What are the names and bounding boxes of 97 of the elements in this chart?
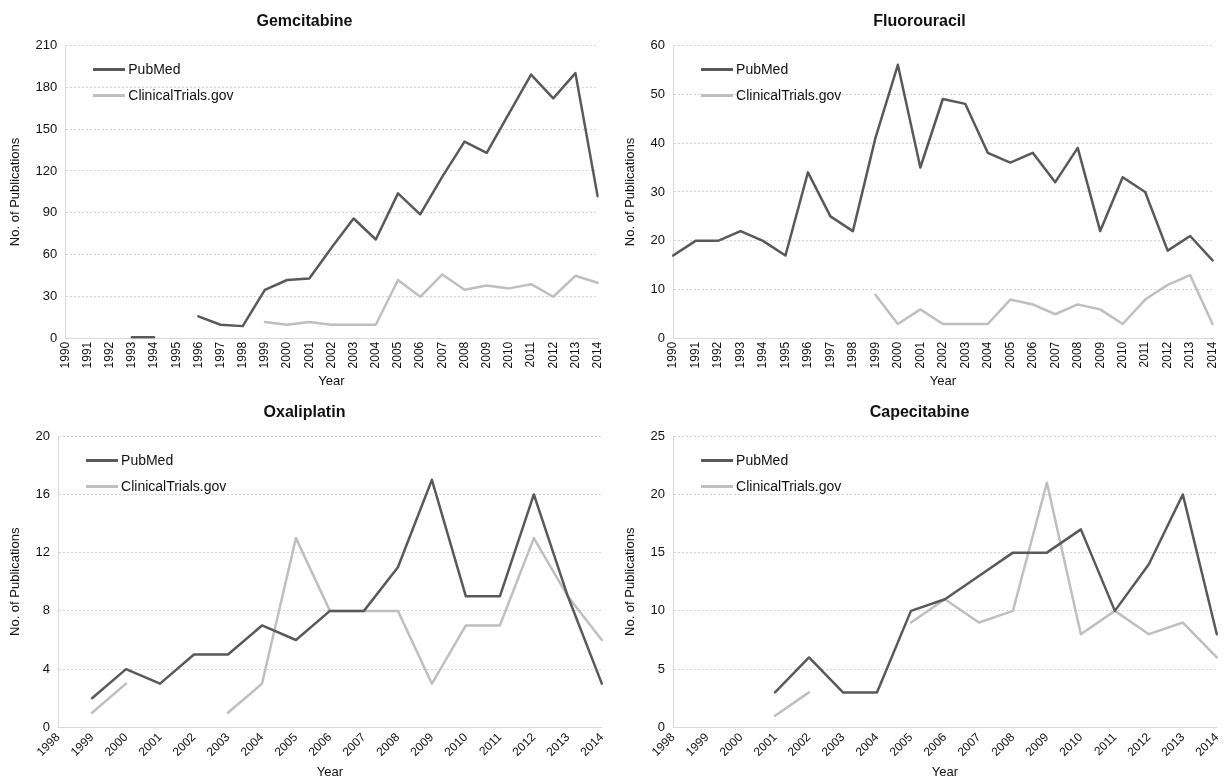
x-tick-label: 1999 <box>867 341 882 369</box>
y-tick-label: 0 <box>657 718 666 734</box>
y-tick-label: 15 <box>650 544 666 560</box>
chart-title: Fluorouracil <box>873 12 966 30</box>
x-tick-label: 2011 <box>1137 341 1152 368</box>
x-tick-label: 1993 <box>124 341 139 369</box>
y-tick-label: 20 <box>650 232 666 248</box>
y-tick-label: 150 <box>35 120 58 136</box>
x-tick-label: 2006 <box>412 341 427 369</box>
x-tick-label: 1994 <box>755 341 770 369</box>
x-tick-label: 2009 <box>1092 341 1107 369</box>
x-tick-label: 1997 <box>822 341 837 369</box>
y-tick-label: 25 <box>650 427 666 443</box>
x-tick-label: 2002 <box>323 341 338 369</box>
y-tick-label: 210 <box>35 36 58 52</box>
y-tick-label: 8 <box>42 602 51 618</box>
y-tick-label: 16 <box>35 486 51 502</box>
x-tick-label: 1997 <box>212 341 227 369</box>
y-tick-label: 0 <box>50 330 58 346</box>
legend-label: PubMed <box>128 61 181 78</box>
legend-label: ClinicalTrials.gov <box>128 87 234 104</box>
y-tick-label: 20 <box>650 486 666 502</box>
x-axis-title: Year <box>318 372 346 388</box>
x-tick-label: 2007 <box>1047 341 1062 369</box>
x-tick-label: 1995 <box>168 341 183 369</box>
x-tick-label: 2013 <box>1182 341 1197 369</box>
x-tick-label: 1990 <box>665 341 680 369</box>
x-tick-label: 2006 <box>1025 341 1040 369</box>
legend-label: PubMed <box>736 452 789 469</box>
y-axis-title: No. of Publications <box>7 137 23 247</box>
y-tick-label: 0 <box>42 718 51 734</box>
x-tick-label: 1992 <box>710 341 725 369</box>
x-tick-label: 2001 <box>301 341 316 369</box>
x-tick-label: 2010 <box>501 341 516 369</box>
y-tick-label: 180 <box>35 78 58 94</box>
legend-label: ClinicalTrials.gov <box>121 478 227 495</box>
x-tick-label: 1998 <box>235 341 250 369</box>
x-tick-label: 2012 <box>545 341 560 369</box>
x-tick-label: 1996 <box>190 341 205 369</box>
y-tick-label: 12 <box>35 544 51 560</box>
y-axis-title: No. of Publications <box>622 137 638 247</box>
x-tick-label: 1996 <box>800 341 815 369</box>
x-tick-label: 2004 <box>368 341 383 369</box>
x-tick-label: 1994 <box>146 341 161 369</box>
x-tick-label: 2012 <box>1159 341 1174 369</box>
x-axis-title: Year <box>316 763 344 779</box>
chart-title: Capecitabine <box>869 403 970 421</box>
legend-label: PubMed <box>121 452 174 469</box>
x-tick-label: 2008 <box>1070 341 1085 369</box>
y-tick-label: 10 <box>650 602 666 618</box>
x-tick-label: 1991 <box>79 341 94 369</box>
x-tick-label: 2013 <box>567 341 582 369</box>
y-tick-label: 10 <box>650 281 666 297</box>
y-tick-label: 90 <box>42 204 58 220</box>
x-tick-label: 2002 <box>935 341 950 369</box>
x-tick-label: 2000 <box>279 341 294 369</box>
y-tick-label: 30 <box>650 183 666 199</box>
x-tick-label: 2014 <box>589 341 604 369</box>
y-tick-label: 4 <box>42 660 51 676</box>
x-tick-label: 2001 <box>912 341 927 369</box>
y-axis-title: No. of Publications <box>7 527 23 636</box>
x-tick-label: 2005 <box>390 341 405 369</box>
y-tick-label: 60 <box>650 36 666 52</box>
legend-label: ClinicalTrials.gov <box>736 478 842 495</box>
y-tick-label: 0 <box>657 330 666 346</box>
y-tick-label: 20 <box>35 427 51 443</box>
x-tick-label: 1993 <box>732 341 747 369</box>
x-tick-label: 2010 <box>1114 341 1129 369</box>
x-tick-label: 2007 <box>434 341 449 369</box>
legend-label: ClinicalTrials.gov <box>736 87 842 104</box>
y-tick-label: 50 <box>650 85 666 101</box>
x-tick-label: 1998 <box>845 341 860 369</box>
x-tick-label: 2009 <box>479 341 494 369</box>
x-tick-label: 2003 <box>345 341 360 369</box>
x-tick-label: 1995 <box>777 341 792 369</box>
y-tick-label: 120 <box>35 162 58 178</box>
x-tick-label: 2003 <box>957 341 972 369</box>
x-tick-label: 1992 <box>101 341 116 369</box>
x-tick-label: 2004 <box>980 341 995 369</box>
x-tick-label: 2008 <box>456 341 471 369</box>
y-tick-label: 40 <box>650 134 666 150</box>
y-tick-label: 60 <box>42 246 58 262</box>
chart-title: Gemcitabine <box>256 12 353 30</box>
legend-label: PubMed <box>736 61 789 78</box>
x-tick-label: 2014 <box>1204 341 1219 369</box>
x-tick-label: 1991 <box>687 341 702 369</box>
x-axis-title: Year <box>929 372 957 388</box>
chart-title: Oxaliplatin <box>263 403 346 421</box>
x-tick-label: 1999 <box>257 341 272 369</box>
x-tick-label: 1990 <box>57 341 72 369</box>
y-tick-label: 30 <box>42 288 58 304</box>
x-tick-label: 2005 <box>1002 341 1017 369</box>
y-tick-label: 5 <box>657 660 666 676</box>
x-axis-title: Year <box>931 763 959 779</box>
x-tick-label: 2011 <box>523 341 538 368</box>
y-axis-title: No. of Publications <box>622 527 638 636</box>
x-tick-label: 2000 <box>890 341 905 369</box>
